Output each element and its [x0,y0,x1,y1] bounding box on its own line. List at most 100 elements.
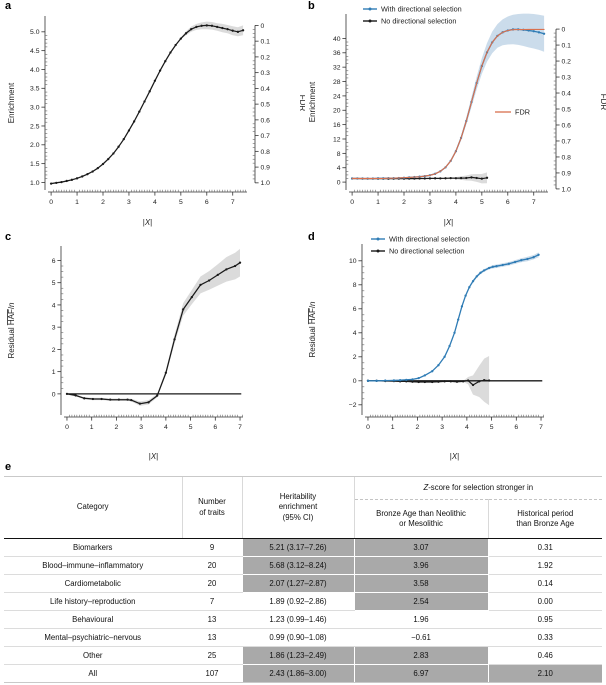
svg-text:40: 40 [333,36,341,43]
svg-text:2: 2 [115,424,119,431]
table-row: Mental–psychiatric–nervous 13 0.99 (0.90… [4,628,603,647]
svg-text:FDR: FDR [599,94,606,111]
svg-text:0: 0 [261,23,265,30]
svg-text:With directional selection: With directional selection [389,235,470,244]
residual-haf-chart-d: 0 1 2 3 4 5 6 7 −2 0 2 4 6 8 10 With directional select… [308,235,544,461]
svg-text:0.2: 0.2 [261,54,271,61]
svg-text:6: 6 [506,199,510,206]
col-header-zscore-group: Z-score for selection stronger in [353,476,603,500]
table-cell: 5.68 (3.12–8.24) [241,556,354,575]
svg-text:0: 0 [350,199,354,206]
svg-text:6: 6 [52,258,56,265]
svg-text:4: 4 [52,302,56,309]
svg-text:2.0: 2.0 [30,142,40,149]
svg-text:8: 8 [353,282,357,289]
results-table: Category Number of traits Heritability e… [4,476,603,683]
table-cell: 6.97 [353,664,488,683]
table-cell: 20 [181,556,242,575]
table-cell: Behavioural [4,610,182,629]
table-cell: 0.46 [487,646,603,665]
svg-text:28: 28 [333,79,341,86]
table-cell: Blood–immune–inflammatory [4,556,182,575]
svg-text:0.8: 0.8 [261,149,271,156]
svg-text:0.8: 0.8 [562,154,572,161]
table-cell: Cardiometabolic [4,574,182,593]
svg-text:3.0: 3.0 [30,105,40,112]
svg-text:4: 4 [337,165,341,172]
svg-text:3: 3 [440,424,444,431]
svg-text:7: 7 [532,199,536,206]
svg-text:4: 4 [164,424,168,431]
svg-text:Residual HAF/n: Residual HAF/n [308,301,317,358]
enrichment-fdr-chart-b: 0 1 2 3 4 5 6 7048121620242832364000.10.20.30.4… [308,5,606,228]
svg-text:1: 1 [75,199,79,206]
table-cell: 5.21 (3.17–7.26) [241,538,354,557]
svg-text:0: 0 [52,391,56,398]
svg-text:2: 2 [416,424,420,431]
svg-text:8: 8 [337,151,341,158]
panel-label-a: a [5,0,12,12]
table-row: All 107 2.43 (1.86–3.00) 6.97 2.10 [4,664,603,683]
table-cell: 13 [181,610,242,629]
svg-text:0: 0 [366,424,370,431]
svg-text:0.1: 0.1 [261,39,271,46]
table-cell: Mental–psychiatric–nervous [4,628,182,647]
table-cell: 2.83 [353,646,488,665]
svg-text:2.5: 2.5 [30,123,40,130]
svg-text:3: 3 [52,325,56,332]
svg-text:0: 0 [65,424,69,431]
svg-text:No directional selection: No directional selection [389,247,464,256]
svg-text:Enrichment: Enrichment [308,81,317,122]
svg-text:3.5: 3.5 [30,86,40,93]
col-header-category: Category [4,476,182,539]
svg-text:0: 0 [353,378,357,385]
svg-text:3: 3 [139,424,143,431]
svg-text:7: 7 [231,199,235,206]
svg-text:0.9: 0.9 [261,165,271,172]
table-cell: 2.43 (1.86–3.00) [241,664,354,683]
table-cell: All [4,664,182,683]
svg-text:6: 6 [213,424,217,431]
svg-text:4.0: 4.0 [30,67,40,74]
svg-text:20: 20 [333,108,341,115]
table-cell: 107 [181,664,242,683]
table-row: Biomarkers 9 5.21 (3.17–7.26) 3.07 0.31 [4,538,603,557]
table-cell: 1.23 (0.99–1.46) [241,610,354,629]
table-cell: 20 [181,574,242,593]
table-cell: 13 [181,628,242,647]
svg-text:4: 4 [353,330,357,337]
svg-text:5.0: 5.0 [30,29,40,36]
svg-text:5: 5 [52,280,56,287]
table-cell: Other [4,646,182,665]
svg-text:|X|: |X| [450,452,460,461]
svg-text:1.0: 1.0 [261,180,271,187]
svg-text:0.5: 0.5 [562,106,572,113]
table-cell: Life history–reproduction [4,592,182,611]
svg-text:0.3: 0.3 [562,74,572,81]
svg-text:|X|: |X| [149,452,159,461]
svg-text:2: 2 [101,199,105,206]
col-header-heritability-enrichment: Heritability enrichment (95% CI) [241,476,354,539]
svg-text:3: 3 [428,199,432,206]
results-table-panel: Category Number of traits Heritability e… [4,476,603,683]
table-cell: −0.61 [353,628,488,647]
table-cell: Biomarkers [4,538,182,557]
table-cell: 1.86 (1.23–2.49) [241,646,354,665]
table-cell: 0.99 (0.90–1.08) [241,628,354,647]
table-cell: 0.14 [487,574,603,593]
svg-text:5: 5 [480,199,484,206]
table-cell: 2.07 (1.27–2.87) [241,574,354,593]
table-cell: 7 [181,592,242,611]
svg-text:With directional selection: With directional selection [381,5,462,14]
svg-text:5: 5 [490,424,494,431]
svg-text:7: 7 [238,424,242,431]
svg-text:24: 24 [333,93,341,100]
svg-text:5: 5 [179,199,183,206]
svg-text:2: 2 [52,347,56,354]
enrichment-fdr-chart-a: 0 1 2 3 4 5 6 7 1.0 1.5 2.0 2.5 3.0 3.5 4.0 4.5 5.0 0 0.1 0… [7,16,305,227]
table-cell: 0.33 [487,628,603,647]
svg-text:5: 5 [189,424,193,431]
svg-text:0.6: 0.6 [562,122,572,129]
table-cell: 0.95 [487,610,603,629]
svg-text:36: 36 [333,50,341,57]
